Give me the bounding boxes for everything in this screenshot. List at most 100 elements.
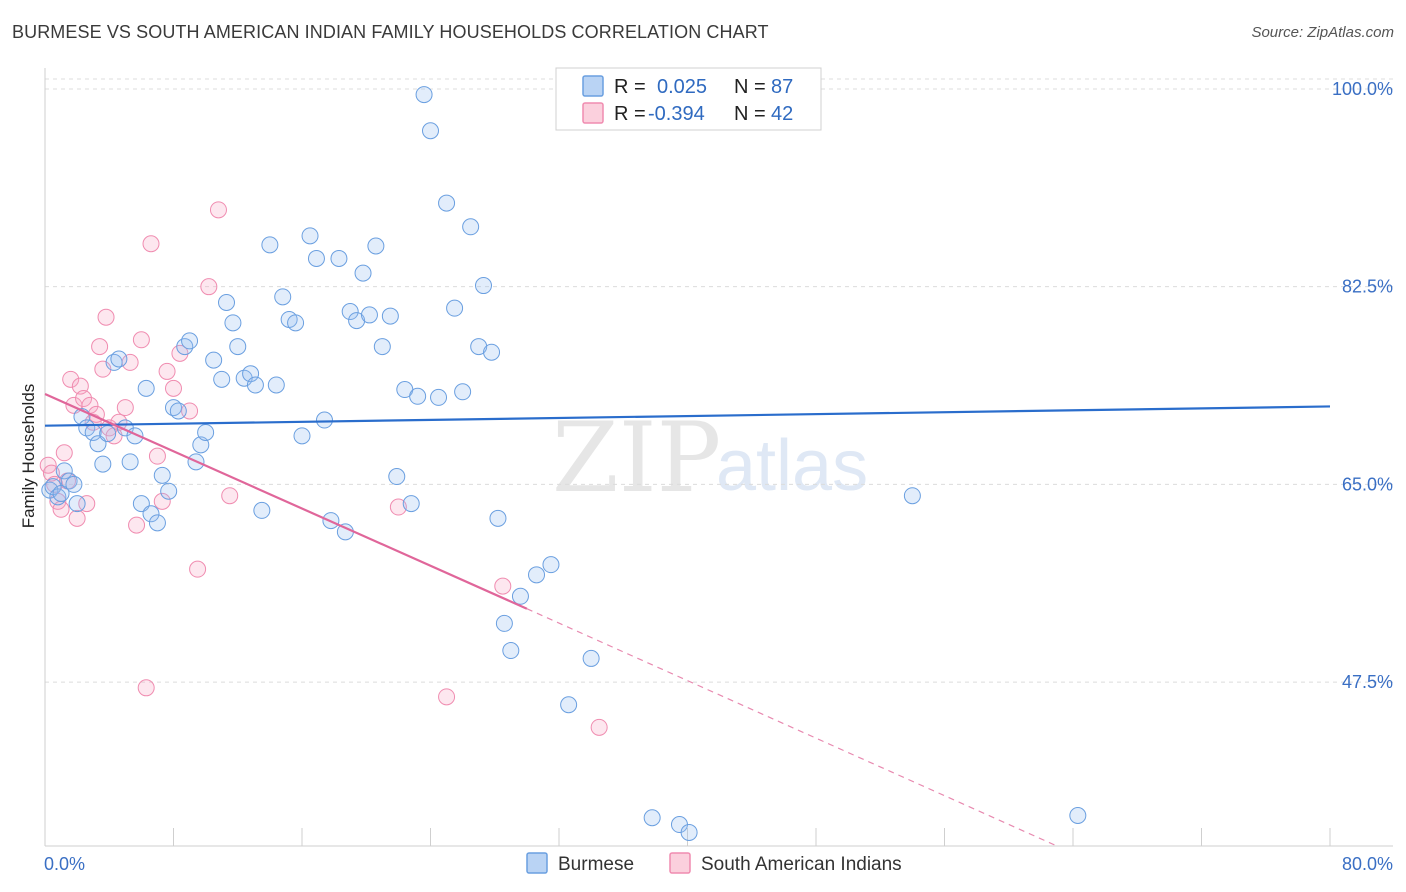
point-south-american-indians [158,362,176,380]
source-label: Source: ZipAtlas.com [1251,24,1394,41]
point-south-american-indians [137,679,155,697]
point-burmese [354,264,372,282]
point-burmese [438,194,456,212]
x-tick-label-max: 80.0% [1342,854,1393,874]
point-south-american-indians [221,487,239,505]
y-tick-labels: 47.5% 65.0% 82.5% 100.0% [1332,79,1393,692]
point-south-american-indians [209,201,227,219]
point-burmese [160,482,178,500]
point-south-american-indians [55,444,73,462]
point-south-american-indians [165,379,182,397]
point-burmese [253,501,271,519]
point-burmese [462,218,480,236]
point-burmese [142,505,160,523]
point-south-american-indians [153,492,171,510]
watermark-zip: ZIP [552,402,721,514]
point-burmese [224,314,242,332]
point-burmese [903,487,921,505]
point-burmese [381,307,399,325]
point-south-american-indians [97,308,115,326]
point-burmese [495,614,513,632]
point-burmese [65,475,83,493]
y-axis-label: Family Households [19,384,38,529]
point-burmese [105,353,123,371]
point-burmese [49,488,67,506]
point-burmese [307,249,325,267]
point-burmese [511,587,529,605]
point-burmese [99,425,117,443]
y-tick-label: 100.0% [1332,79,1393,99]
point-south-american-indians [91,338,109,356]
bottom-legend-label-south-american-indians: South American Indians [701,854,902,875]
point-burmese [169,402,187,420]
point-south-american-indians [142,235,160,253]
point-burmese [274,288,292,306]
bottom-legend-swatch-south-american-indians [669,852,691,874]
point-burmese [415,86,433,104]
chart-title: BURMESE VS SOUTH AMERICAN INDIAN FAMILY … [12,22,769,42]
point-burmese [680,823,698,841]
point-burmese [68,495,86,513]
point-south-american-indians [200,278,218,296]
point-burmese [560,696,578,714]
trend-line-extension-south-american-indians [526,608,1058,847]
point-burmese [483,343,501,361]
legend-r-value-south-american-indians: -0.394 [648,103,705,125]
point-burmese [52,484,70,502]
point-burmese [165,399,182,417]
point-burmese [246,376,264,394]
point-burmese [267,376,285,394]
bottom-legend: Burmese South American Indians [526,852,902,875]
point-burmese [242,365,260,383]
point-burmese [542,556,560,574]
point-burmese [148,514,166,532]
legend-swatch-south-american-indians [582,102,604,124]
point-burmese [60,472,78,490]
point-burmese [218,294,236,312]
legend-r-value-burmese: 0.025 [657,76,707,98]
point-burmese [475,277,493,295]
point-south-american-indians [189,560,207,578]
bottom-legend-label-burmese: Burmese [558,854,634,875]
axes [44,68,1393,847]
point-burmese [197,423,215,441]
point-burmese [528,566,546,584]
point-burmese [55,462,73,480]
legend-n-value-burmese: 87 [771,76,793,98]
legend-r-label-burmese: R = [614,76,646,98]
trend-line-burmese [44,405,1331,427]
legend-n-label-burmese: N = [734,76,766,98]
legend-box: R = 0.025 N = 87 R = -0.394 N = 42 [555,67,822,131]
point-south-american-indians [494,577,512,595]
point-burmese [388,468,406,486]
legend-swatch-burmese [582,75,604,97]
point-burmese [213,370,231,388]
point-burmese [422,122,439,140]
x-tick-labels: 0.0% 80.0% [44,854,1393,874]
point-burmese [330,249,348,267]
point-burmese [582,649,600,667]
point-south-american-indians [128,516,146,534]
point-south-american-indians [116,399,134,417]
trend-line-south-american-indians [44,393,528,610]
point-south-american-indians [68,509,86,527]
y-tick-label: 47.5% [1342,672,1393,692]
point-south-american-indians [389,498,407,516]
trend-lines [44,393,1331,847]
point-burmese [153,466,171,484]
point-burmese [409,387,427,405]
point-burmese [1069,806,1087,824]
legend-r-label-south-american-indians: R = [614,103,646,125]
point-burmese [430,388,448,406]
point-burmese [402,495,420,513]
point-burmese [137,379,155,397]
point-burmese [489,509,507,527]
y-tick-label: 65.0% [1342,474,1393,494]
point-burmese [110,350,128,368]
series-burmese [41,86,1087,841]
watermark: ZIP atlas [552,402,868,514]
point-burmese [446,299,464,317]
point-burmese [643,809,661,827]
watermark-atlas: atlas [716,426,868,506]
